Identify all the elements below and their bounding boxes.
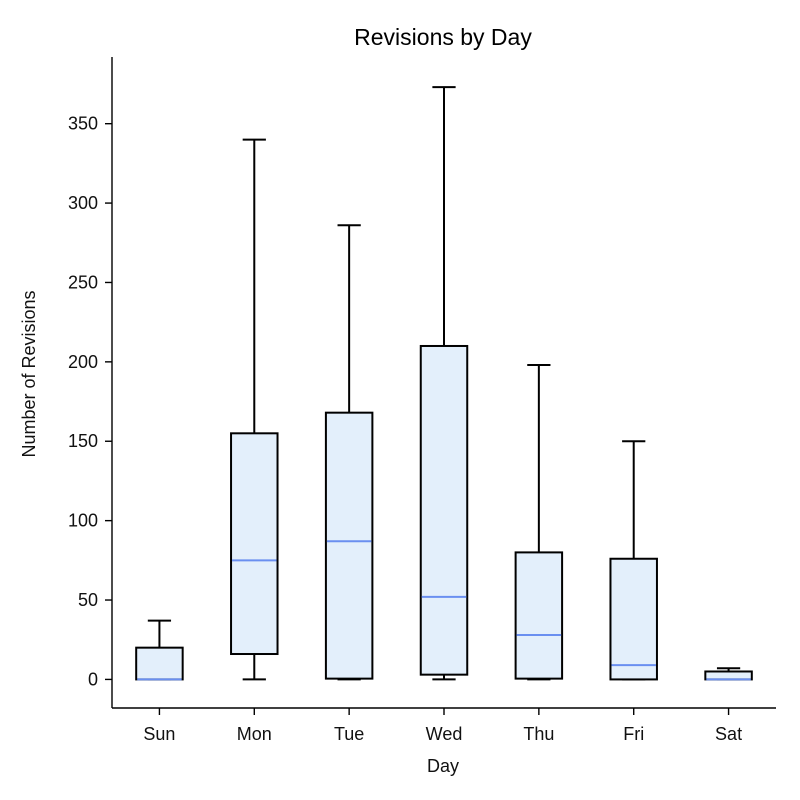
iqr-box	[135, 646, 184, 681]
y-tick-label: 100	[68, 511, 98, 531]
iqr-box	[514, 551, 564, 680]
box-sun	[135, 619, 184, 681]
y-tick-label: 300	[68, 193, 98, 213]
chart-title: Revisions by Day	[354, 24, 532, 50]
y-tick-label: 200	[68, 352, 98, 372]
box-tue	[324, 224, 374, 681]
axes: 0 50 100 150 200 250 300 350 Sun Mon Tue Wed Thu Fri S…	[68, 57, 776, 744]
y-tick-label: 50	[78, 590, 98, 610]
box-thu	[514, 364, 564, 681]
y-tick-label: 0	[88, 669, 98, 689]
iqr-box	[419, 344, 469, 676]
box-fri	[609, 440, 658, 681]
y-axis-title: Number of Revisions	[19, 290, 39, 457]
box-mon	[230, 138, 279, 681]
y-tick-label: 250	[68, 272, 98, 292]
iqr-box	[704, 670, 753, 681]
x-tick-label: Thu	[523, 724, 554, 744]
box-group	[135, 86, 753, 681]
box-sat	[704, 667, 753, 681]
x-tick-label: Sun	[143, 724, 175, 744]
iqr-box	[609, 557, 658, 681]
iqr-box	[324, 411, 374, 680]
x-tick-label: Fri	[623, 724, 644, 744]
iqr-box	[230, 432, 279, 656]
x-tick-label: Tue	[334, 724, 364, 744]
y-tick-label: 350	[68, 114, 98, 134]
x-tick-label: Wed	[426, 724, 463, 744]
x-tick-label: Sat	[715, 724, 742, 744]
x-axis-title: Day	[427, 756, 459, 776]
y-tick-label: 150	[68, 431, 98, 451]
box-wed	[419, 86, 469, 681]
x-tick-label: Mon	[237, 724, 272, 744]
